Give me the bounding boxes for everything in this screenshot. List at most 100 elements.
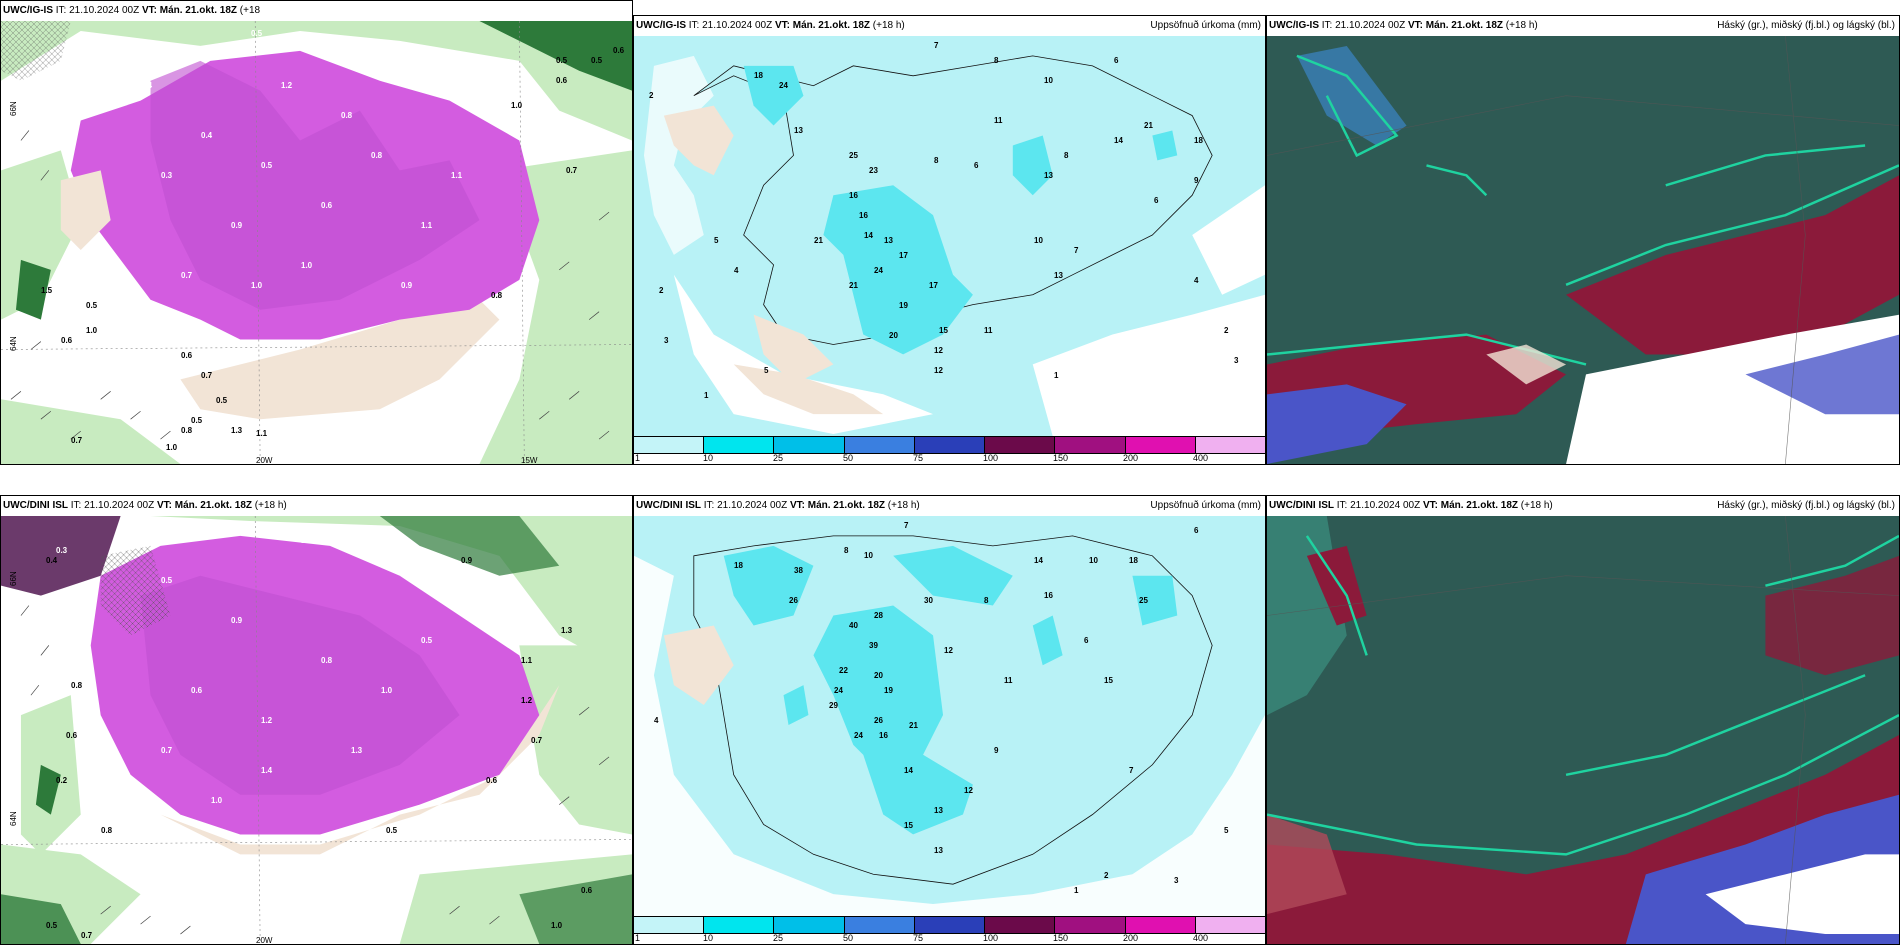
colorbar-swatch [914,917,986,933]
colorbar-ticks: 1 10 25 50 75 100 150 200 400 [634,453,1265,464]
colorbar-swatch [844,917,915,933]
init-time: IT: 21.10.2024 00Z [688,20,773,31]
panel-header: UWC/IG-IS IT: 21.10.2024 00Z VT: Mán. 21… [634,16,1265,36]
cloud-cover-map [1267,516,1899,944]
init-time: IT: 21.10.2024 00Z [70,500,155,511]
model-name: UWC/DINI ISL [1269,500,1334,511]
lead-time: (+18 h) [1505,20,1538,31]
colorbar-tick: 25 [773,933,784,943]
colorbar-swatch [774,917,845,933]
latitude-label: 64N [9,336,18,351]
colorbar-tick: 200 [1123,453,1139,463]
colorbar-swatch [704,917,775,933]
valid-time: Mán. 21.okt. 18Z [1425,20,1503,31]
valid-time: Mán. 21.okt. 18Z [174,500,252,511]
valid-time: Mán. 21.okt. 18Z [159,5,237,16]
longitude-label: 20W [256,936,273,945]
lead-time: (+18 h) [1520,500,1553,511]
model-name: UWC/IG-IS [1269,20,1319,31]
panel-header: UWC/IG-IS IT: 21.10.2024 00Z VT: Mán. 21… [1267,16,1899,36]
panel-top-left: UWC/IG-IS IT: 21.10.2024 00Z VT: Mán. 21… [0,0,633,465]
init-time: IT: 21.10.2024 00Z [703,500,788,511]
model-name: UWC/IG-IS [3,5,53,16]
colorbar-swatch [1055,437,1126,453]
colorbar-tick: 50 [843,453,854,463]
colorbar-tick: 100 [983,453,999,463]
init-time: IT: 21.10.2024 00Z [1321,20,1406,31]
longitude-label: 20W [256,456,273,465]
model-name: UWC/DINI ISL [636,500,701,511]
colorbar-swatches [634,436,1265,454]
colorbar-swatch [1125,437,1196,453]
field-title: Uppsöfnuð úrkoma (mm) [1150,500,1261,511]
panel-top-middle: UWC/IG-IS IT: 21.10.2024 00Z VT: Mán. 21… [633,15,1266,465]
colorbar-swatch [774,437,845,453]
colorbar-tick: 75 [913,453,924,463]
lead-time: (+18 h) [254,500,287,511]
accumulated-precip-map [634,516,1265,916]
lead-time: (+18 [239,5,261,16]
valid-time: Mán. 21.okt. 18Z [1440,500,1518,511]
valid-label: VT: [774,20,790,31]
colorbar-tick: 25 [773,453,784,463]
lead-time: (+18 h) [872,20,905,31]
model-name: UWC/IG-IS [636,20,686,31]
field-title: Uppsöfnuð úrkoma (mm) [1150,20,1261,31]
colorbar-tick: 50 [843,933,854,943]
colorbar-tick: 75 [913,933,924,943]
colorbar-tick: 1 [635,453,641,463]
latitude-label: 66N [9,101,18,116]
panel-header: UWC/IG-IS IT: 21.10.2024 00Z VT: Mán. 21… [1,1,632,21]
field-title: Háský (gr.), miðský (fj.bl.) og lágský (… [1717,20,1895,31]
valid-time: Mán. 21.okt. 18Z [792,20,870,31]
colorbar-swatch [1195,917,1265,933]
valid-label: VT: [789,500,805,511]
accumulated-precip-map [634,36,1265,436]
colorbar-swatches [634,916,1265,934]
field-title: Háský (gr.), miðský (fj.bl.) og lágský (… [1717,500,1895,511]
colorbar-swatch [914,437,986,453]
colorbar-tick: 400 [1193,933,1209,943]
panel-top-right: UWC/IG-IS IT: 21.10.2024 00Z VT: Mán. 21… [1266,15,1900,465]
precip-type-map [1,21,632,464]
latitude-label: 66N [9,571,18,586]
colorbar-tick: 400 [1193,453,1209,463]
colorbar-swatch [985,437,1056,453]
colorbar-swatch [1125,917,1196,933]
colorbar-swatch [634,917,705,933]
init-time: IT: 21.10.2024 00Z [1336,500,1421,511]
cloud-cover-map [1267,36,1899,464]
precip-type-map [1,516,632,944]
colorbar-swatch [704,437,775,453]
colorbar-ticks: 1 10 25 50 75 100 150 200 400 [634,933,1265,944]
colorbar-swatch [985,917,1056,933]
colorbar-tick: 10 [703,453,714,463]
valid-label: VT: [1407,20,1423,31]
lead-time: (+18 h) [887,500,920,511]
precip-colorbar: 1 10 25 50 75 100 150 200 400 [634,916,1265,944]
panel-bottom-right: UWC/DINI ISL IT: 21.10.2024 00Z VT: Mán.… [1266,495,1900,945]
colorbar-swatch [844,437,915,453]
panel-header: UWC/DINI ISL IT: 21.10.2024 00Z VT: Mán.… [634,496,1265,516]
valid-label: VT: [1422,500,1438,511]
colorbar-swatch [1195,437,1265,453]
latitude-label: 64N [9,811,18,826]
valid-time: Mán. 21.okt. 18Z [807,500,885,511]
model-name: UWC/DINI ISL [3,500,68,511]
colorbar-swatch [1055,917,1126,933]
valid-label: VT: [141,5,157,16]
colorbar-tick: 1 [635,933,641,943]
panel-header: UWC/DINI ISL IT: 21.10.2024 00Z VT: Mán.… [1,496,632,516]
colorbar-tick: 150 [1053,933,1069,943]
colorbar-tick: 100 [983,933,999,943]
colorbar-tick: 10 [703,933,714,943]
panel-bottom-left: UWC/DINI ISL IT: 21.10.2024 00Z VT: Mán.… [0,495,633,945]
valid-label: VT: [156,500,172,511]
precip-colorbar: 1 10 25 50 75 100 150 200 400 [634,436,1265,464]
colorbar-swatch [634,437,705,453]
colorbar-tick: 200 [1123,933,1139,943]
init-time: IT: 21.10.2024 00Z [55,5,140,16]
panel-bottom-middle: UWC/DINI ISL IT: 21.10.2024 00Z VT: Mán.… [633,495,1266,945]
longitude-label: 15W [521,456,538,465]
colorbar-tick: 150 [1053,453,1069,463]
